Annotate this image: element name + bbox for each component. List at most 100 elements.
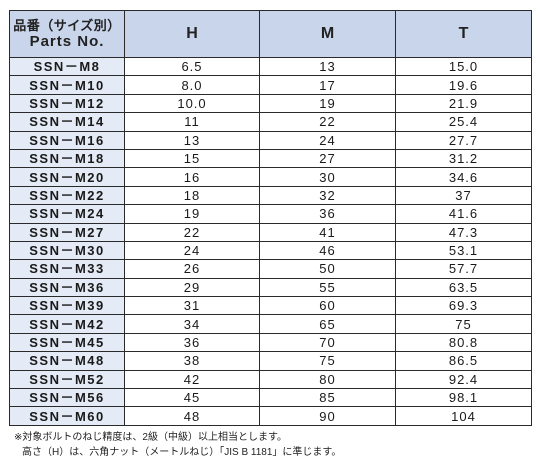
t-cell: 57.7	[395, 259, 532, 279]
m-cell: 70	[259, 332, 396, 353]
table-row: SSN－M18 15 27 31.2	[9, 148, 532, 169]
m-cell: 27	[259, 148, 396, 169]
h-cell: 8.0	[124, 75, 260, 95]
m-cell: 50	[259, 259, 396, 279]
t-cell: 37	[395, 185, 532, 206]
t-cell: 63.5	[395, 277, 532, 298]
part-no-cell: SSN－M16	[9, 130, 125, 150]
m-cell: 13	[259, 56, 396, 77]
part-no-cell: SSN－M10	[9, 75, 125, 95]
header-row: 品番（サイズ別） Parts No. H M T	[9, 10, 532, 58]
part-no-cell: SSN－M36	[9, 277, 125, 298]
m-cell: 75	[259, 351, 396, 371]
t-cell: 75	[395, 314, 532, 334]
part-no-cell: SSN－M24	[9, 204, 125, 224]
h-cell: 18	[124, 185, 260, 206]
m-cell: 60	[259, 296, 396, 316]
table-row: SSN－M33 26 50 57.7	[9, 259, 532, 279]
part-no-cell: SSN－M42	[9, 314, 125, 334]
h-cell: 13	[124, 130, 260, 150]
t-cell: 15.0	[395, 56, 532, 77]
part-no-cell: SSN－M20	[9, 167, 125, 187]
table-row: SSN－M14 11 22 25.4	[9, 112, 532, 132]
h-cell: 11	[124, 112, 260, 132]
part-no-cell: SSN－M45	[9, 332, 125, 353]
m-cell: 55	[259, 277, 396, 298]
table-row: SSN－M27 22 41 47.3	[9, 222, 532, 242]
h-cell: 24	[124, 240, 260, 261]
t-cell: 104	[395, 406, 532, 426]
footnote-1: ※対象ボルトのねじ精度は、2級（中級）以上相当とします。	[14, 432, 287, 443]
t-cell: 27.7	[395, 130, 532, 150]
h-cell: 36	[124, 332, 260, 353]
h-cell: 29	[124, 277, 260, 298]
table-row: SSN－M20 16 30 34.6	[9, 167, 532, 187]
part-no-cell: SSN－M56	[9, 388, 125, 408]
m-cell: 19	[259, 93, 396, 114]
table-row: SSN－M30 24 46 53.1	[9, 240, 532, 261]
m-cell: 85	[259, 388, 396, 408]
header-part-no: 品番（サイズ別） Parts No.	[9, 10, 125, 58]
table-row: SSN－M42 34 65 75	[9, 314, 532, 334]
t-cell: 34.6	[395, 167, 532, 187]
m-cell: 80	[259, 369, 396, 390]
h-cell: 19	[124, 204, 260, 224]
t-cell: 25.4	[395, 112, 532, 132]
m-cell: 30	[259, 167, 396, 187]
table-row: SSN－M39 31 60 69.3	[9, 296, 532, 316]
m-cell: 24	[259, 130, 396, 150]
table-row: SSN－M22 18 32 37	[9, 185, 532, 206]
t-cell: 19.6	[395, 75, 532, 95]
table-row: SSN－M56 45 85 98.1	[9, 388, 532, 408]
footnote-2: 高さ（H）は、六角ナット（メートルねじ）「JIS B 1181」に準じます。	[22, 447, 342, 458]
m-cell: 32	[259, 185, 396, 206]
m-cell: 22	[259, 112, 396, 132]
t-cell: 47.3	[395, 222, 532, 242]
spec-table: 品番（サイズ別） Parts No. H M T SSN－M8 6.5 13 15.0…	[9, 10, 532, 426]
m-cell: 36	[259, 204, 396, 224]
m-cell: 41	[259, 222, 396, 242]
table-row: SSN－M16 13 24 27.7	[9, 130, 532, 150]
h-cell: 15	[124, 148, 260, 169]
m-cell: 17	[259, 75, 396, 95]
table-row: SSN－M12 10.0 19 21.9	[9, 93, 532, 114]
table-row: SSN－M36 29 55 63.5	[9, 277, 532, 298]
table-row: SSN－M45 36 70 80.8	[9, 332, 532, 353]
header-part-jp: 品番（サイズ別）	[13, 18, 121, 33]
t-cell: 31.2	[395, 148, 532, 169]
part-no-cell: SSN－M12	[9, 93, 125, 114]
table-row: SSN－M10 8.0 17 19.6	[9, 75, 532, 95]
part-no-cell: SSN－M39	[9, 296, 125, 316]
header-t: T	[395, 10, 532, 58]
h-cell: 48	[124, 406, 260, 426]
t-cell: 69.3	[395, 296, 532, 316]
h-cell: 31	[124, 296, 260, 316]
header-h: H	[124, 10, 260, 58]
part-no-cell: SSN－M8	[9, 56, 125, 77]
t-cell: 98.1	[395, 388, 532, 408]
m-cell: 65	[259, 314, 396, 334]
header-m: M	[259, 10, 396, 58]
h-cell: 34	[124, 314, 260, 334]
part-no-cell: SSN－M30	[9, 240, 125, 261]
header-part-en: Parts No.	[29, 33, 105, 50]
h-cell: 6.5	[124, 56, 260, 77]
h-cell: 16	[124, 167, 260, 187]
t-cell: 86.5	[395, 351, 532, 371]
h-cell: 42	[124, 369, 260, 390]
table-row: SSN－M24 19 36 41.6	[9, 204, 532, 224]
t-cell: 92.4	[395, 369, 532, 390]
t-cell: 21.9	[395, 93, 532, 114]
footnotes: ※対象ボルトのねじ精度は、2級（中級）以上相当とします。 高さ（H）は、六角ナッ…	[14, 430, 534, 460]
table-header: 品番（サイズ別） Parts No. H M T	[9, 10, 532, 58]
t-cell: 41.6	[395, 204, 532, 224]
part-no-cell: SSN－M33	[9, 259, 125, 279]
part-no-cell: SSN－M27	[9, 222, 125, 242]
m-cell: 90	[259, 406, 396, 426]
part-no-cell: SSN－M22	[9, 185, 125, 206]
h-cell: 10.0	[124, 93, 260, 114]
table-row: SSN－M48 38 75 86.5	[9, 351, 532, 371]
table-row: SSN－M8 6.5 13 15.0	[9, 56, 532, 77]
table-row: SSN－M60 48 90 104	[9, 406, 532, 426]
